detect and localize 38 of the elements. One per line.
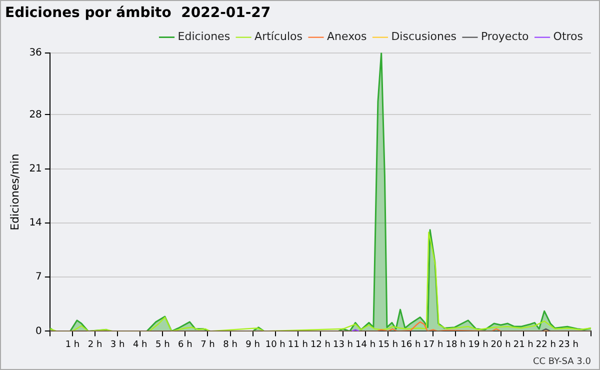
x-tick-label: 14 h [356, 340, 376, 350]
legend-label: Anexos [327, 30, 367, 44]
x-tick-label: 1 h [65, 340, 80, 350]
legend-label: Ediciones [178, 30, 230, 44]
x-tick-label: 6 h [178, 340, 192, 350]
legend-label: Proyecto [480, 30, 530, 44]
y-tick-label: 7 [36, 272, 42, 283]
y-tick-label: 14 [29, 218, 42, 229]
x-tick-label: 13 h [332, 340, 354, 350]
text: CC BY-SA 3.0 [533, 357, 591, 367]
y-tick-label: 0 [36, 326, 42, 337]
x-tick-label: 5 h [156, 340, 170, 350]
x-tick-label: 15 h [378, 340, 398, 350]
x-tick-label: 18 h [446, 340, 466, 350]
x-tick-label: 9 h [246, 340, 260, 350]
legend-label: Artículos [254, 30, 303, 44]
x-tick-label: 4 h [132, 340, 148, 350]
chart-title: Ediciones por ámbito 2022-01-27 [5, 5, 271, 22]
x-tick-label: 17 h [423, 340, 444, 350]
y-tick-label: 21 [29, 163, 42, 174]
y-tick-label: 36 [29, 47, 42, 58]
x-tick-label: 19 h [468, 340, 488, 350]
x-tick-label: 23 h [558, 340, 578, 350]
x-tick-label: 8 h [223, 340, 238, 350]
y-tick-label: 28 [29, 109, 42, 120]
x-tick-label: 16 h [400, 340, 421, 350]
x-tick-label: 2 h [88, 340, 102, 350]
x-tick-label: 20 h [490, 340, 511, 350]
x-tick-label: 22 h [536, 340, 556, 350]
y-axis-title: Ediciones/min [8, 154, 22, 230]
legend-label: Otros [553, 30, 584, 44]
x-tick-label: 12 h [310, 340, 330, 350]
x-tick-label: 7 h [200, 340, 215, 350]
x-tick-label: 10 h [265, 340, 286, 350]
x-tick-label: 11 h [288, 340, 308, 350]
x-tick-label: 21 h [513, 340, 534, 350]
x-tick-label: 3 h [110, 340, 125, 350]
legend-label: Discusiones [391, 30, 457, 44]
